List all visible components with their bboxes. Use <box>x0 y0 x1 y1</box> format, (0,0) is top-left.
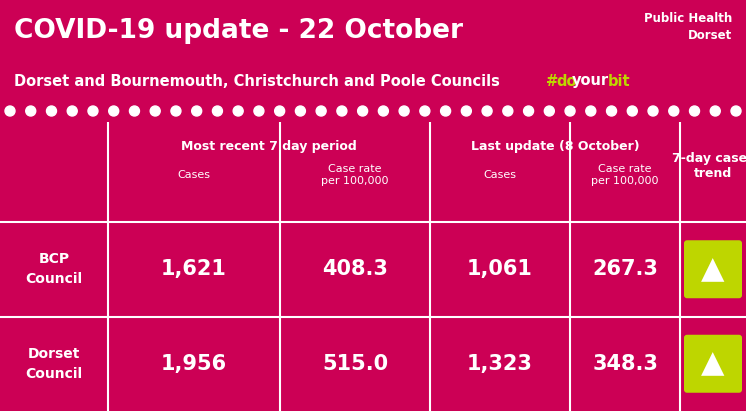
Circle shape <box>67 106 78 116</box>
Circle shape <box>524 106 533 116</box>
Circle shape <box>150 106 160 116</box>
Text: 7-day cases
trend: 7-day cases trend <box>671 152 746 180</box>
Text: Dorset: Dorset <box>28 347 80 361</box>
Text: Dorset and Bournemouth, Christchurch and Poole Councils: Dorset and Bournemouth, Christchurch and… <box>14 74 500 88</box>
Circle shape <box>668 106 679 116</box>
Text: Last update (8 October): Last update (8 October) <box>471 140 639 153</box>
Text: Council: Council <box>25 367 83 381</box>
Circle shape <box>130 106 140 116</box>
Text: 1,061: 1,061 <box>467 259 533 279</box>
Circle shape <box>399 106 409 116</box>
Circle shape <box>420 106 430 116</box>
Text: 1,621: 1,621 <box>161 259 227 279</box>
Circle shape <box>192 106 201 116</box>
Text: do: do <box>556 74 577 88</box>
Circle shape <box>109 106 119 116</box>
Circle shape <box>357 106 368 116</box>
Circle shape <box>88 106 98 116</box>
Text: Cases: Cases <box>483 170 516 180</box>
Circle shape <box>171 106 181 116</box>
Circle shape <box>213 106 222 116</box>
Circle shape <box>46 106 57 116</box>
Circle shape <box>461 106 471 116</box>
Text: Council: Council <box>25 272 83 286</box>
Circle shape <box>295 106 305 116</box>
Circle shape <box>254 106 264 116</box>
Circle shape <box>5 106 15 116</box>
Circle shape <box>503 106 513 116</box>
Circle shape <box>378 106 389 116</box>
Text: Case rate
per 100,000: Case rate per 100,000 <box>592 164 659 186</box>
FancyBboxPatch shape <box>684 240 742 298</box>
Text: ▲: ▲ <box>701 255 725 284</box>
Text: Cases: Cases <box>178 170 210 180</box>
Circle shape <box>565 106 575 116</box>
Circle shape <box>710 106 720 116</box>
Circle shape <box>337 106 347 116</box>
Circle shape <box>441 106 451 116</box>
Text: your: your <box>572 74 609 88</box>
Text: Public Health
Dorset: Public Health Dorset <box>644 12 732 42</box>
Circle shape <box>586 106 596 116</box>
Circle shape <box>689 106 700 116</box>
Circle shape <box>316 106 326 116</box>
Circle shape <box>545 106 554 116</box>
Text: ▲: ▲ <box>701 349 725 378</box>
Circle shape <box>275 106 285 116</box>
Text: bit: bit <box>608 74 630 88</box>
Text: 408.3: 408.3 <box>322 259 388 279</box>
Circle shape <box>648 106 658 116</box>
Text: 267.3: 267.3 <box>592 259 658 279</box>
Text: 1,323: 1,323 <box>467 354 533 374</box>
Circle shape <box>731 106 741 116</box>
Text: 515.0: 515.0 <box>322 354 388 374</box>
Text: Case rate
per 100,000: Case rate per 100,000 <box>322 164 389 186</box>
Circle shape <box>233 106 243 116</box>
FancyBboxPatch shape <box>684 335 742 393</box>
Text: Most recent 7 day period: Most recent 7 day period <box>181 140 357 153</box>
Text: 348.3: 348.3 <box>592 354 658 374</box>
Text: 1,956: 1,956 <box>161 354 227 374</box>
Circle shape <box>627 106 637 116</box>
Text: COVID-19 update - 22 October: COVID-19 update - 22 October <box>14 18 463 44</box>
Circle shape <box>482 106 492 116</box>
Text: #: # <box>546 74 558 88</box>
Circle shape <box>26 106 36 116</box>
Circle shape <box>606 106 616 116</box>
Text: BCP: BCP <box>39 252 69 266</box>
